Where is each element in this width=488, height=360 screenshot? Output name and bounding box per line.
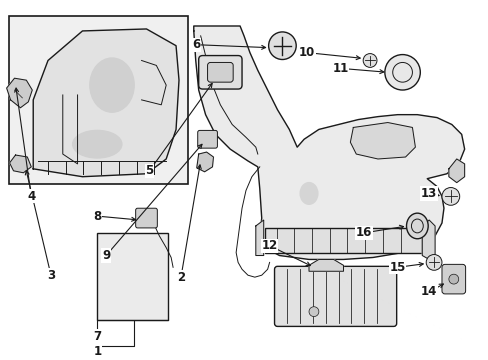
- Ellipse shape: [406, 213, 427, 239]
- Text: 9: 9: [102, 249, 110, 262]
- Text: 4: 4: [27, 190, 35, 203]
- Circle shape: [426, 255, 441, 270]
- Text: 14: 14: [420, 285, 436, 298]
- Circle shape: [441, 188, 459, 205]
- Ellipse shape: [300, 183, 317, 204]
- Text: 1: 1: [93, 345, 101, 357]
- Text: 7: 7: [93, 330, 101, 343]
- Text: 10: 10: [298, 46, 315, 59]
- Ellipse shape: [90, 58, 134, 112]
- Text: 3: 3: [47, 269, 55, 282]
- FancyBboxPatch shape: [274, 266, 396, 327]
- Text: 16: 16: [355, 226, 371, 239]
- FancyBboxPatch shape: [441, 264, 465, 294]
- Polygon shape: [422, 220, 434, 260]
- Text: 11: 11: [332, 62, 348, 75]
- Text: 6: 6: [192, 38, 201, 51]
- Circle shape: [448, 274, 458, 284]
- Polygon shape: [448, 159, 464, 183]
- Polygon shape: [308, 260, 343, 271]
- Circle shape: [363, 54, 376, 67]
- Polygon shape: [196, 152, 213, 172]
- Text: 8: 8: [93, 210, 101, 222]
- Bar: [264, 228, 422, 253]
- FancyBboxPatch shape: [197, 130, 217, 148]
- Text: 13: 13: [420, 187, 436, 200]
- FancyBboxPatch shape: [135, 208, 157, 228]
- Text: 2: 2: [177, 271, 184, 284]
- Ellipse shape: [73, 130, 122, 158]
- Circle shape: [384, 55, 420, 90]
- FancyBboxPatch shape: [207, 62, 233, 82]
- Text: 5: 5: [145, 164, 153, 177]
- Polygon shape: [193, 26, 464, 260]
- Circle shape: [268, 32, 296, 59]
- Circle shape: [308, 307, 318, 316]
- Polygon shape: [350, 122, 414, 159]
- Text: 12: 12: [261, 239, 277, 252]
- Polygon shape: [255, 220, 263, 256]
- Bar: [97, 233, 168, 320]
- Polygon shape: [10, 155, 31, 173]
- Polygon shape: [7, 78, 32, 108]
- FancyBboxPatch shape: [198, 55, 242, 89]
- Polygon shape: [33, 29, 179, 177]
- Text: 15: 15: [388, 261, 405, 274]
- Bar: [9, 16, 187, 184]
